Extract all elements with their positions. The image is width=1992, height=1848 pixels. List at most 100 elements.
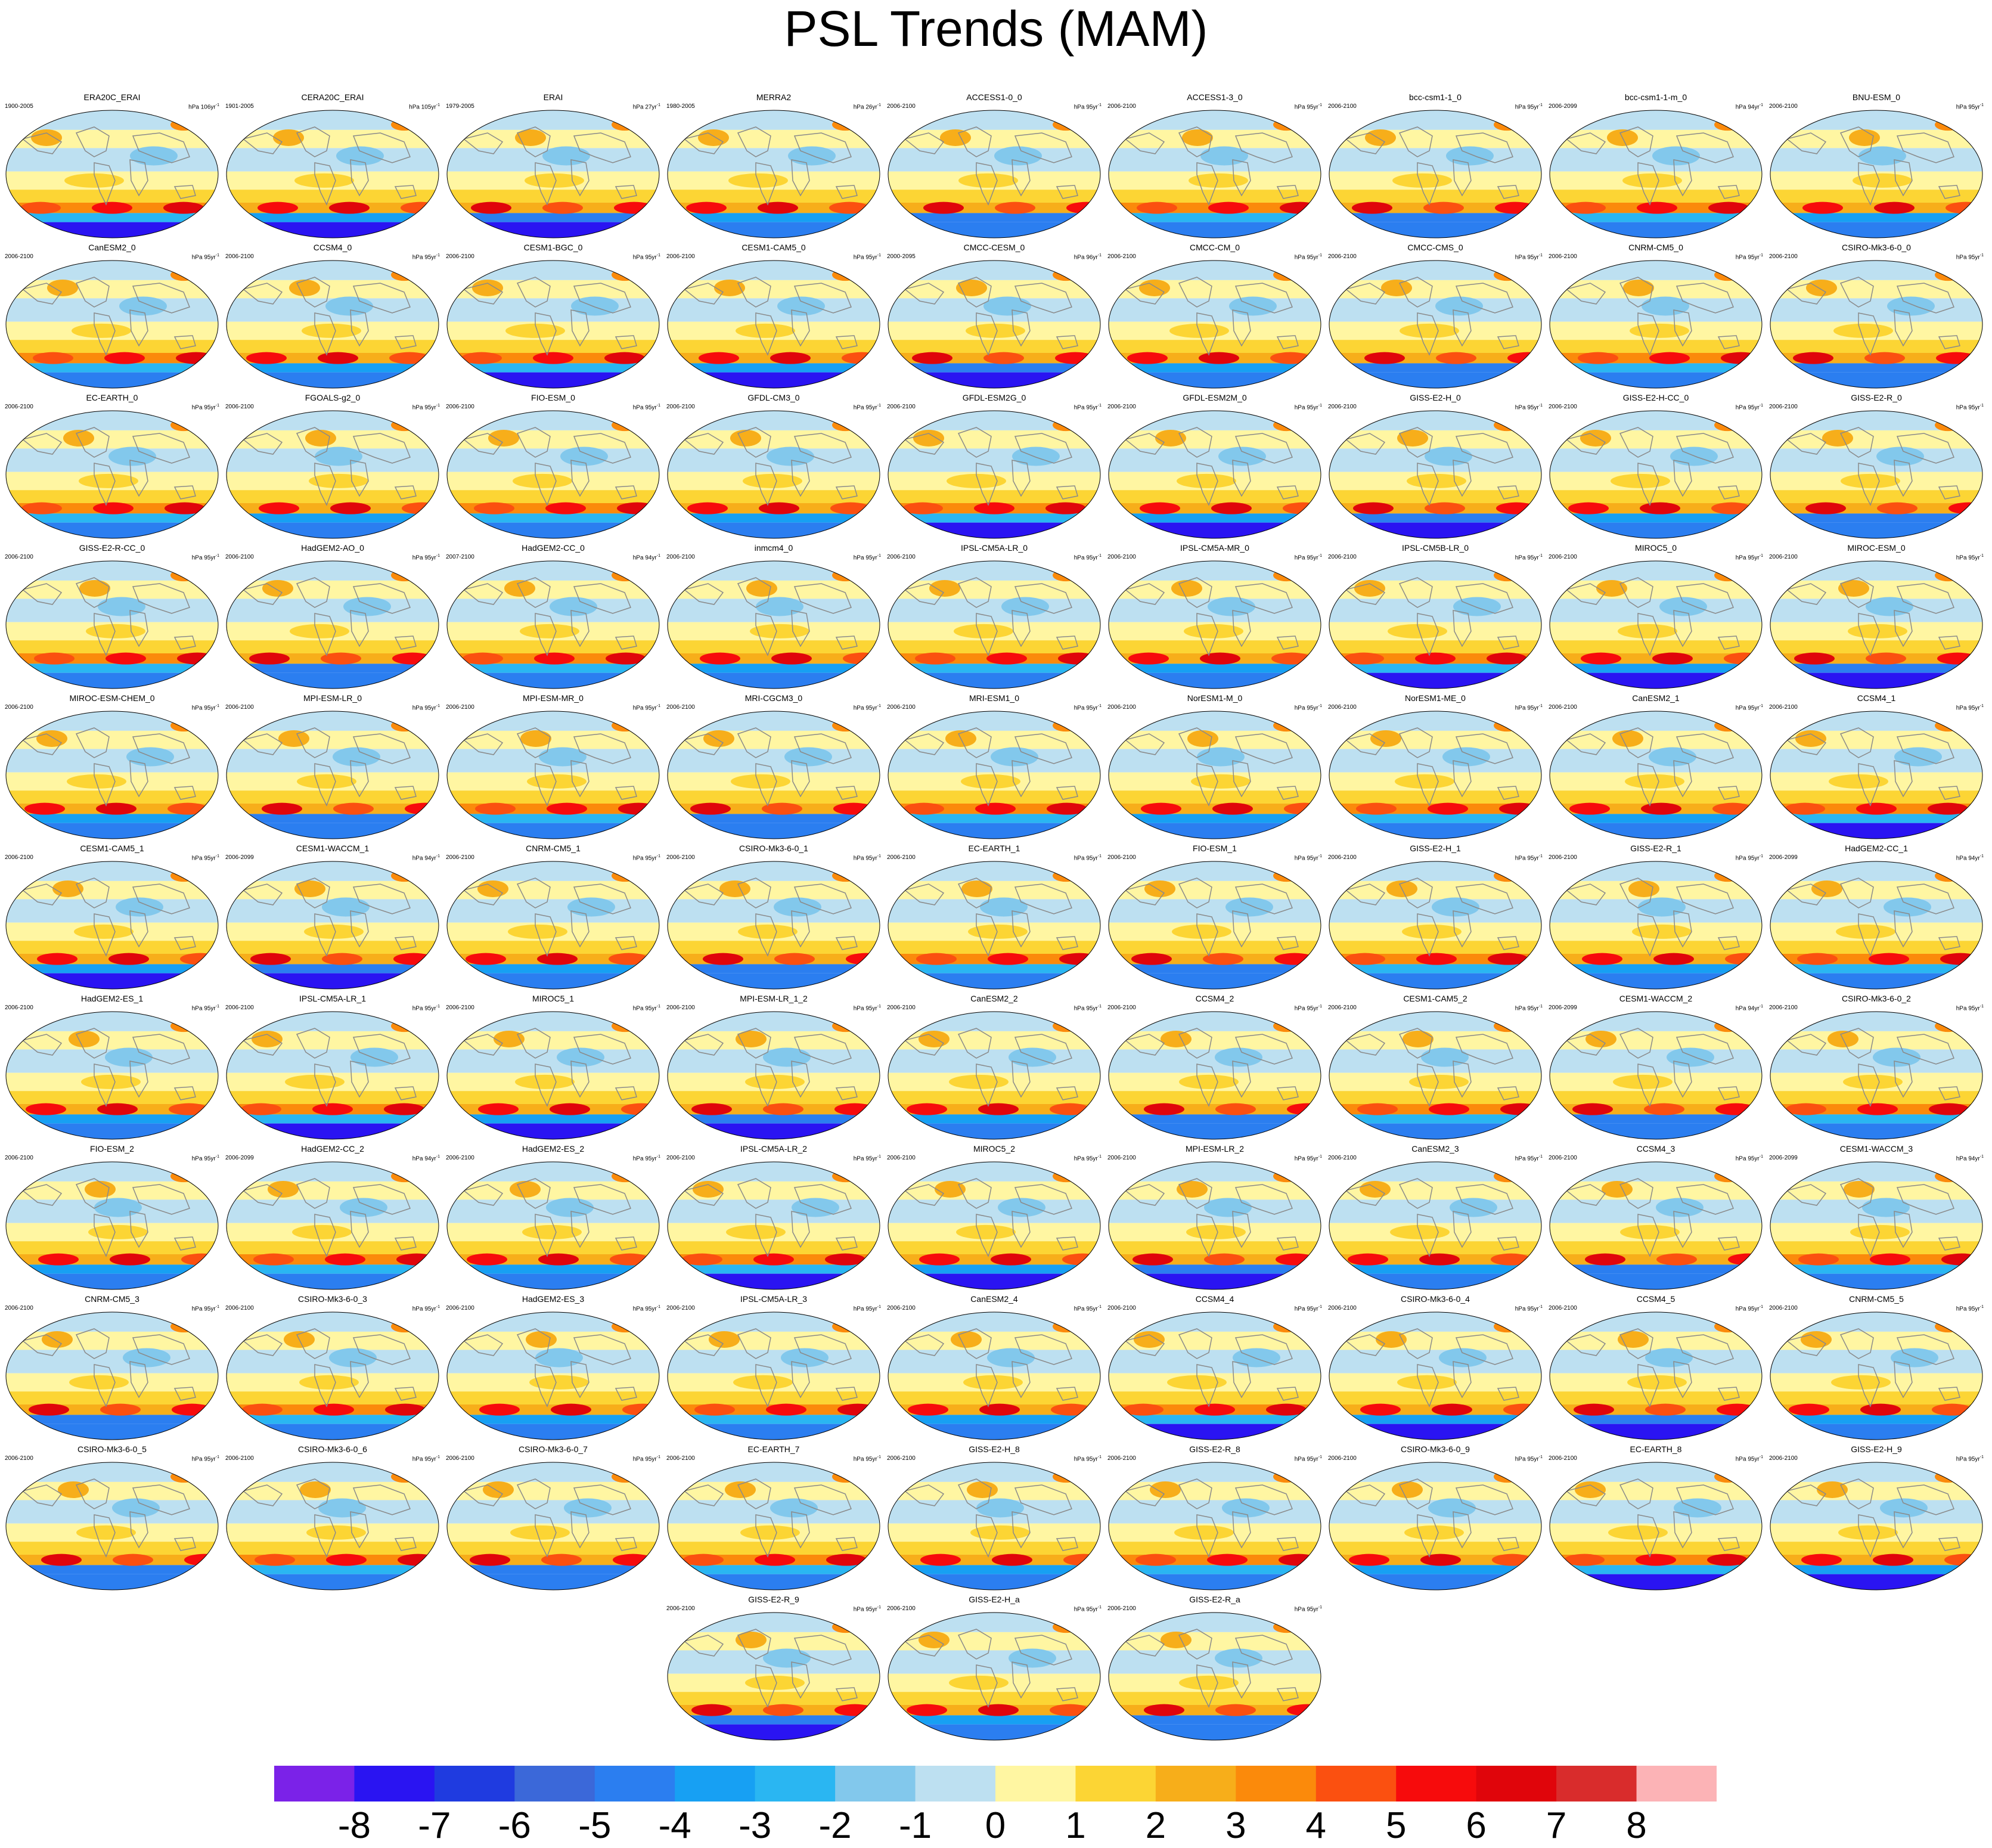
trend-map [226, 1462, 439, 1590]
panel-unit-exponent: -1 [215, 404, 219, 408]
panel-unit-exponent: -1 [1318, 554, 1322, 558]
trend-map [226, 861, 439, 990]
trend-map [1108, 1311, 1321, 1440]
panel-period: 95yr [1968, 554, 1980, 562]
panel-title: GFDL-CM3_0 [747, 393, 800, 402]
map-panel: MPI-ESM-MR_0 2006-2100 hPa 95yr-1 [446, 693, 660, 840]
colorbar-tick-label: 2 [1145, 1805, 1166, 1846]
panel-years: 2006-2100 [1769, 1305, 1798, 1311]
panel-period: 95yr [204, 1456, 216, 1463]
map-panel: FIO-ESM_2 2006-2100 hPa 95yr-1 [5, 1144, 219, 1291]
map-panel: CMCC-CMS_0 2006-2100 hPa 95yr-1 [1328, 243, 1543, 389]
panel-title: bcc-csm1-1-m_0 [1624, 92, 1687, 102]
panel-years: 2006-2099 [225, 854, 254, 861]
panel-period: 95yr [645, 254, 657, 261]
panel-units: hPa 95yr-1 [1956, 402, 1984, 411]
panel-years: 2006-2100 [1328, 1305, 1357, 1311]
panel-period: 95yr [424, 1306, 436, 1313]
panel-years: 2006-2100 [1328, 1155, 1357, 1161]
panel-years: 2006-2100 [666, 554, 695, 560]
panel-title: IPSL-CM5B-LR_0 [1401, 543, 1469, 553]
trend-map [1770, 1462, 1983, 1590]
map-panel: CNRM-CM5_5 2006-2100 hPa 95yr-1 [1769, 1294, 1984, 1441]
panel-title: GISS-E2-R_0 [1851, 393, 1902, 402]
panel-unit: hPa [1515, 1306, 1528, 1313]
panel-years: 1900-2005 [5, 103, 33, 110]
map-panel: CSIRO-Mk3-6-0_1 2006-2100 hPa 95yr-1 [666, 844, 881, 990]
panel-period: 95yr [1307, 1456, 1318, 1463]
map-panel: EC-EARTH_7 2006-2100 hPa 95yr-1 [666, 1444, 881, 1591]
trend-map [1108, 110, 1321, 238]
map-panel: MIROC5_0 2006-2100 hPa 95yr-1 [1549, 543, 1763, 690]
map-panel: ERA20C_ERAI 1900-2005 hPa 106yr-1 [5, 92, 219, 239]
panel-unit-exponent: -1 [1538, 554, 1543, 558]
panel-period: 95yr [1968, 254, 1980, 261]
panel-title: CCSM4_2 [1195, 994, 1234, 1003]
panel-title: FIO-ESM_0 [531, 393, 575, 402]
colorbar-swatch [1155, 1766, 1236, 1802]
panel-title: CESM1-WACCM_1 [296, 844, 370, 853]
colorbar-tick-label: -5 [578, 1805, 612, 1846]
panel-period: 95yr [424, 404, 436, 411]
panel-unit: hPa [191, 1456, 204, 1463]
page-title: PSL Trends (MAM) [784, 1, 1208, 57]
map-panel: CSIRO-Mk3-6-0_4 2006-2100 hPa 95yr-1 [1328, 1294, 1543, 1441]
panel-title: CanESM2_0 [88, 243, 136, 252]
map-panel: GISS-E2-H_1 2006-2100 hPa 95yr-1 [1328, 844, 1543, 990]
panel-title: HadGEM2-ES_2 [522, 1144, 585, 1154]
panel-unit: hPa [853, 554, 866, 562]
panel-years: 2006-2100 [887, 854, 916, 861]
panel-years: 2006-2099 [1549, 1004, 1577, 1011]
panel-unit: hPa [1073, 554, 1087, 562]
map-panel: CCSM4_5 2006-2100 hPa 95yr-1 [1549, 1294, 1763, 1441]
trend-map [1549, 711, 1763, 839]
panel-title: CESM1-CAM5_1 [80, 844, 144, 853]
panel-units: hPa 95yr-1 [1074, 1003, 1102, 1012]
trend-map [5, 260, 219, 389]
panel-unit: hPa [1735, 1306, 1748, 1313]
panel-units: hPa 95yr-1 [633, 853, 660, 862]
panel-unit-exponent: -1 [1979, 1305, 1984, 1309]
panel-years: 2006-2100 [666, 1605, 695, 1612]
panel-period: 106yr [200, 104, 216, 111]
panel-units: hPa 95yr-1 [1736, 703, 1763, 712]
panel-period: 105yr [421, 104, 436, 111]
colorbar-swatch [354, 1766, 435, 1802]
panel-unit: hPa [1294, 705, 1307, 712]
trend-map [446, 1311, 660, 1440]
panel-period: 95yr [1307, 855, 1318, 862]
trend-map [1549, 560, 1763, 689]
panel-title: CSIRO-Mk3-6-0_4 [1401, 1294, 1470, 1304]
panel-unit-exponent: -1 [436, 404, 440, 408]
panel-unit-exponent: -1 [1538, 1155, 1543, 1159]
trend-map [446, 1011, 660, 1140]
panel-units: hPa 95yr-1 [192, 1154, 219, 1162]
panel-unit: hPa [1515, 554, 1528, 562]
panel-unit-exponent: -1 [656, 554, 660, 558]
map-panel: NorESM1-ME_0 2006-2100 hPa 95yr-1 [1328, 693, 1543, 840]
panel-title: MERRA2 [756, 92, 792, 102]
panel-years: 2006-2100 [666, 854, 695, 861]
panel-unit: hPa [1515, 1456, 1528, 1463]
panel-period: 94yr [1968, 855, 1980, 862]
trend-map [667, 560, 880, 689]
panel-period: 95yr [1307, 1005, 1318, 1012]
panel-unit: hPa [1956, 1005, 1969, 1012]
panel-units: hPa 95yr-1 [1736, 853, 1763, 862]
colorbar-tick-label: 1 [1065, 1805, 1086, 1846]
panel-title: HadGEM2-CC_2 [301, 1144, 364, 1154]
trend-map [888, 1161, 1101, 1290]
panel-units: hPa 95yr-1 [854, 553, 881, 562]
panel-unit-exponent: -1 [656, 1305, 660, 1309]
panel-title: CanESM2_3 [1411, 1144, 1459, 1154]
map-panel: CESM1-WACCM_1 2006-2099 hPa 94yr-1 [225, 844, 440, 990]
panel-unit: hPa [853, 1306, 866, 1313]
panel-units: hPa 95yr-1 [412, 1003, 440, 1012]
panel-years: 2006-2100 [887, 1004, 916, 1011]
panel-period: 95yr [1307, 1155, 1318, 1162]
panel-units: hPa 95yr-1 [412, 553, 440, 562]
panel-period: 95yr [645, 705, 657, 712]
trend-map [5, 1161, 219, 1290]
trend-map [1549, 1161, 1763, 1290]
panel-years: 2006-2100 [887, 1305, 916, 1311]
